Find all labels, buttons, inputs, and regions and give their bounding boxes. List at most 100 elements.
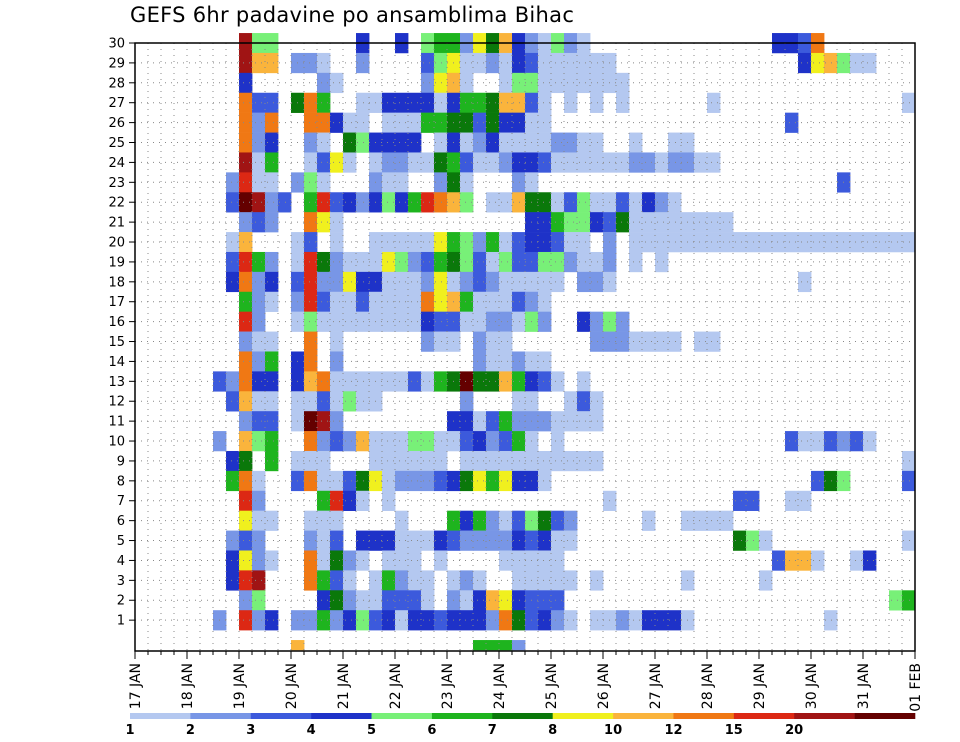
- heatmap-cell: [460, 411, 474, 432]
- heatmap-cell: [421, 311, 435, 332]
- heatmap-cell: [551, 72, 565, 94]
- heatmap-cell: [564, 251, 578, 273]
- heatmap-cell: [772, 232, 786, 253]
- colorbar-swatch: [613, 713, 674, 719]
- heatmap-cell: [863, 232, 877, 253]
- x-tick-label: 27 JAN: [648, 663, 664, 709]
- heatmap-cell: [265, 411, 279, 432]
- heatmap-cell: [343, 192, 357, 213]
- heatmap-cell: [486, 431, 500, 452]
- heatmap-cell: [421, 610, 435, 631]
- heatmap-cell: [824, 52, 838, 74]
- heatmap-cell: [590, 610, 604, 631]
- heatmap-cell: [850, 52, 864, 74]
- heatmap-cell: [434, 72, 448, 94]
- heatmap-cell: [239, 172, 253, 193]
- heatmap-cell: [239, 351, 253, 372]
- heatmap-cell: [395, 112, 409, 133]
- heatmap-cell: [265, 192, 279, 213]
- heatmap-cell: [486, 92, 500, 113]
- heatmap-cell: [395, 152, 409, 173]
- heatmap-cell: [343, 391, 357, 412]
- heatmap-cell: [304, 450, 318, 472]
- heatmap-cell: [421, 530, 435, 551]
- x-tick-label: 17 JAN: [128, 663, 144, 709]
- heatmap-cell: [538, 530, 552, 551]
- heatmap-cell: [226, 371, 240, 392]
- heatmap-cell: [252, 411, 266, 432]
- heatmap-cell: [421, 72, 435, 94]
- heatmap-cell: [499, 550, 513, 571]
- heatmap-cell: [421, 271, 435, 293]
- heatmap-cell: [590, 72, 604, 94]
- heatmap-cell: [499, 291, 513, 312]
- heatmap-cell: [330, 391, 344, 412]
- heatmap-cell: [460, 112, 474, 133]
- y-tick-label: 17: [108, 295, 125, 310]
- heatmap-cell: [551, 132, 565, 153]
- heatmap-cell: [265, 610, 279, 631]
- heatmap-cell: [434, 192, 448, 213]
- heatmap-cell: [616, 610, 630, 631]
- heatmap-cell: [265, 172, 279, 193]
- heatmap-cell: [395, 371, 409, 392]
- heatmap-cell: [616, 331, 630, 352]
- heatmap-cell: [330, 550, 344, 571]
- heatmap-cell: [499, 371, 513, 392]
- heatmap-cell: [434, 172, 448, 193]
- heatmap-cell: [330, 192, 344, 213]
- colorbar-label: 2: [186, 723, 195, 738]
- heatmap-cell: [538, 192, 552, 213]
- heatmap-cell: [902, 232, 916, 253]
- heatmap-cell: [265, 152, 279, 173]
- heatmap-cell: [486, 52, 500, 74]
- heatmap-cell: [564, 610, 578, 631]
- heatmap-cell: [473, 52, 487, 74]
- heatmap-cell: [239, 331, 253, 352]
- heatmap-cell: [824, 470, 838, 492]
- heatmap-cell: [499, 530, 513, 551]
- heatmap-cell: [577, 192, 591, 213]
- colorbar-label: 6: [427, 723, 436, 738]
- heatmap-cell: [512, 590, 526, 611]
- heatmap-cell: [421, 232, 435, 253]
- heatmap-cell: [421, 431, 435, 452]
- heatmap-cell: [642, 212, 656, 233]
- heatmap-cell: [512, 251, 526, 273]
- heatmap-cell: [239, 52, 253, 74]
- heatmap-cell: [564, 212, 578, 233]
- heatmap-cell: [252, 152, 266, 173]
- heatmap-cell: [499, 590, 513, 611]
- heatmap-cell: [317, 411, 331, 432]
- heatmap-cell: [317, 610, 331, 631]
- heatmap-cell: [499, 72, 513, 94]
- heatmap-cell: [382, 92, 396, 113]
- heatmap-cell: [590, 391, 604, 412]
- heatmap-cell: [343, 152, 357, 173]
- heatmap-cell: [356, 132, 370, 153]
- heatmap-cell: [512, 450, 526, 472]
- heatmap-cell: [239, 271, 253, 293]
- heatmap-cell: [252, 92, 266, 113]
- heatmap-cell: [421, 251, 435, 273]
- heatmap-cell: [473, 112, 487, 133]
- heatmap-cell: [330, 331, 344, 352]
- heatmap-cell: [733, 232, 747, 253]
- heatmap-cell: [382, 530, 396, 551]
- heatmap-cell: [551, 371, 565, 392]
- heatmap-cell: [473, 450, 487, 472]
- heatmap-cell: [330, 291, 344, 312]
- heatmap-cell: [538, 72, 552, 94]
- heatmap-cell: [252, 431, 266, 452]
- heatmap-cell: [486, 192, 500, 213]
- colorbar-swatch: [311, 713, 372, 719]
- heatmap-cell: [590, 411, 604, 432]
- heatmap-cell: [460, 72, 474, 94]
- heatmap-cell: [707, 92, 721, 113]
- heatmap-cell: [265, 52, 279, 74]
- heatmap-cell: [252, 371, 266, 392]
- heatmap-cell: [564, 92, 578, 113]
- heatmap-cell: [551, 450, 565, 472]
- heatmap-cell: [434, 431, 448, 452]
- heatmap-cell: [538, 112, 552, 133]
